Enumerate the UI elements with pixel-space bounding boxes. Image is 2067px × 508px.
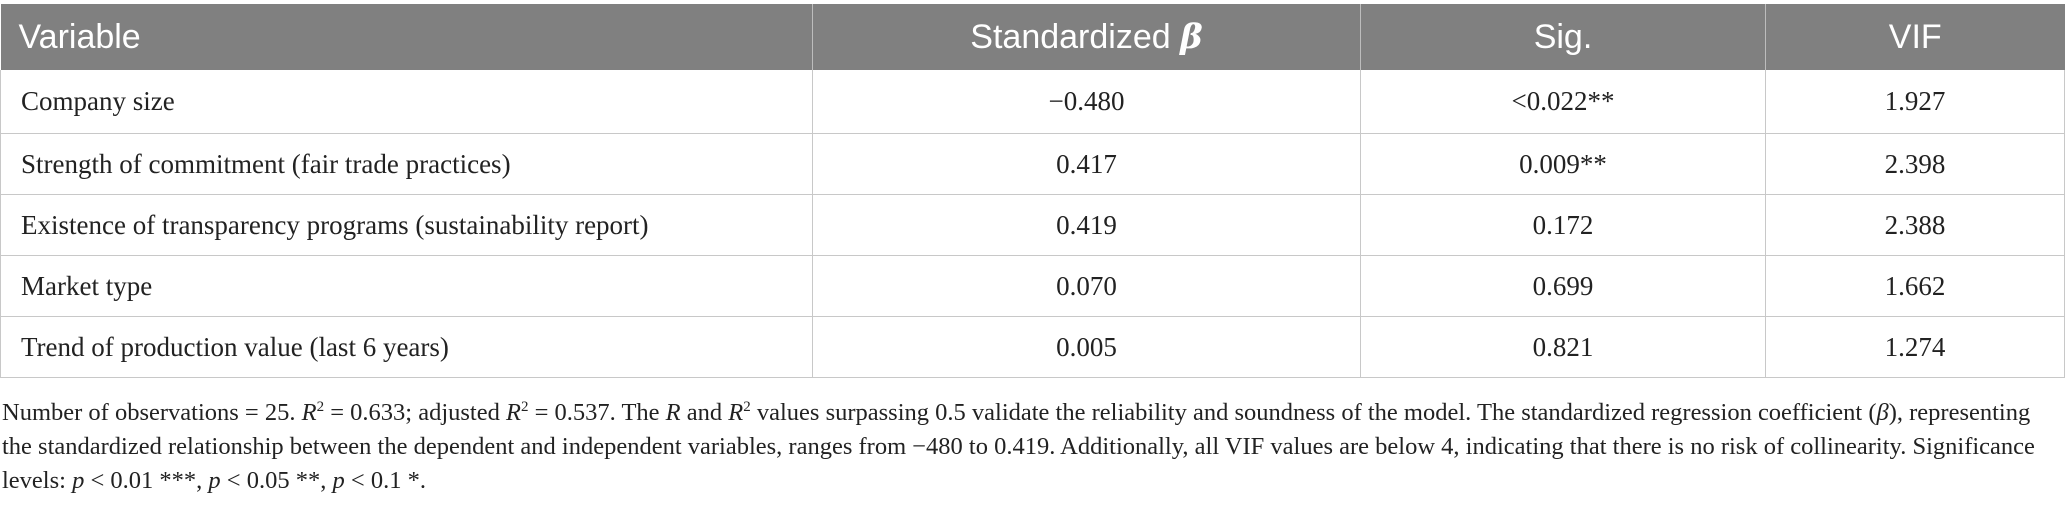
footnote-text: < 0.1 *. xyxy=(344,467,426,494)
cell-vif: 1.662 xyxy=(1765,255,2065,317)
footnote-text: < 0.01 ***, xyxy=(84,467,209,494)
header-sig: Sig. xyxy=(1360,4,1766,70)
table-row: Trend of production value (last 6 years)… xyxy=(0,316,2065,378)
header-variable: Variable xyxy=(0,4,813,70)
beta-symbol: β xyxy=(1180,17,1203,57)
cell-beta: 0.419 xyxy=(812,194,1361,256)
regression-table-container: Variable Standardized β Sig. VIF Company… xyxy=(0,4,2067,378)
footnote-p: p xyxy=(72,467,85,494)
footnote-text: and xyxy=(680,399,729,426)
cell-sig: <0.022** xyxy=(1360,70,1766,134)
cell-variable: Market type xyxy=(0,255,813,317)
footnote-superscript: 2 xyxy=(743,399,751,415)
table-row: Strength of commitment (fair trade pract… xyxy=(0,133,2065,195)
table-row: Market type 0.070 0.699 1.662 xyxy=(0,255,2065,317)
footnote-r: R xyxy=(301,399,317,426)
cell-vif: 2.388 xyxy=(1765,194,2065,256)
regression-table: Variable Standardized β Sig. VIF Company… xyxy=(0,4,2065,378)
footnote-text: = 0.633; adjusted xyxy=(324,399,506,426)
cell-variable: Existence of transparency programs (sust… xyxy=(0,194,813,256)
table-header: Variable Standardized β Sig. VIF xyxy=(0,4,2065,70)
footnote-r: R xyxy=(665,399,681,426)
cell-beta: −0.480 xyxy=(812,70,1361,134)
footnote-text: = 0.537. The xyxy=(528,399,666,426)
cell-sig: 0.009** xyxy=(1360,133,1766,195)
footnote-p: p xyxy=(332,467,345,494)
footnote-text: Number of observations = 25. xyxy=(2,399,302,426)
cell-vif: 1.927 xyxy=(1765,70,2065,134)
footnote-text: values surpassing 0.5 validate the relia… xyxy=(750,399,1877,426)
cell-beta: 0.070 xyxy=(812,255,1361,317)
header-vif: VIF xyxy=(1765,4,2065,70)
header-beta-label: Standardized xyxy=(970,18,1181,56)
cell-sig: 0.821 xyxy=(1360,316,1766,378)
table-body: Company size −0.480 <0.022** 1.927 Stren… xyxy=(0,70,2065,378)
header-row: Variable Standardized β Sig. VIF xyxy=(0,4,2065,70)
cell-sig: 0.172 xyxy=(1360,194,1766,256)
header-standardized-beta: Standardized β xyxy=(812,4,1361,70)
footnote-r: R xyxy=(728,399,744,426)
cell-variable: Strength of commitment (fair trade pract… xyxy=(0,133,813,195)
footnote-text: ), representing the standardized relatio… xyxy=(2,399,2035,494)
table-row: Company size −0.480 <0.022** 1.927 xyxy=(0,70,2065,134)
cell-vif: 1.274 xyxy=(1765,316,2065,378)
cell-beta: 0.005 xyxy=(812,316,1361,378)
footnote-superscript: 2 xyxy=(316,399,325,415)
cell-variable: Trend of production value (last 6 years) xyxy=(0,316,813,378)
footnote-p: p xyxy=(208,467,221,494)
cell-sig: 0.699 xyxy=(1360,255,1766,317)
cell-variable: Company size xyxy=(0,70,813,134)
table-footnote: Number of observations = 25. R2 = 0.633;… xyxy=(2,396,2052,498)
footnote-beta: β xyxy=(1876,399,1889,426)
cell-beta: 0.417 xyxy=(812,133,1361,195)
footnote-superscript: 2 xyxy=(520,399,529,415)
footnote-text: < 0.05 **, xyxy=(220,467,333,494)
cell-vif: 2.398 xyxy=(1765,133,2065,195)
footnote-r: R xyxy=(505,399,521,426)
table-row: Existence of transparency programs (sust… xyxy=(0,194,2065,256)
